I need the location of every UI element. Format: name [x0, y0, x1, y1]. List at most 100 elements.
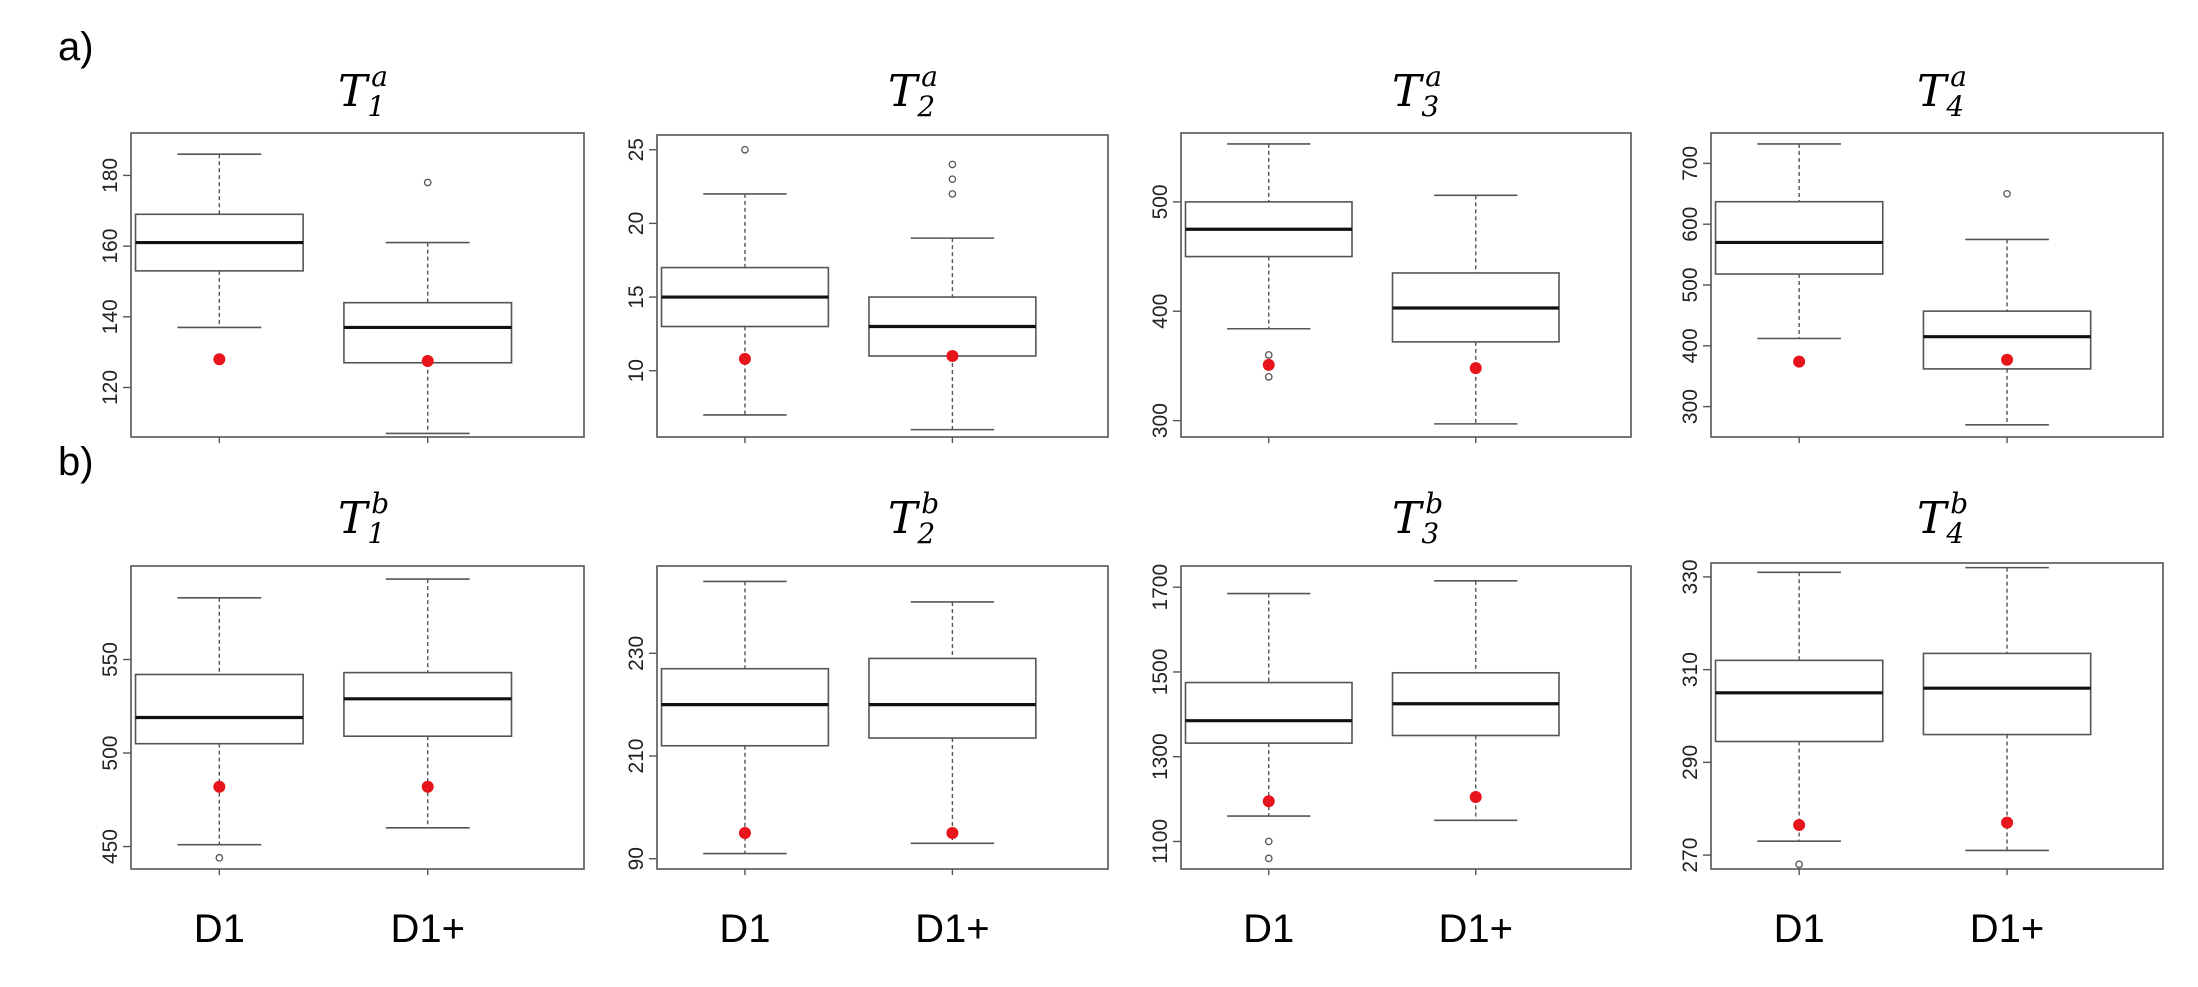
observed-point-D1+ [2001, 353, 2014, 366]
boxplot-a-3: T3a 300 400 500 [1149, 60, 1632, 443]
observed-point-D1+ [1469, 790, 1482, 803]
plot-title-superscript: a [1425, 60, 1442, 93]
box-D1 [1714, 571, 1884, 869]
boxplot-a-4: T4a 300 400 500 600 700 [1679, 60, 2164, 443]
y-tick-label: 300 [1679, 389, 1702, 424]
plot-title-superscript: a [1950, 60, 1967, 93]
observed-point-D1+ [1469, 362, 1482, 375]
plot-title-superscript: a [371, 60, 388, 93]
y-tick-label: 15 [625, 285, 648, 308]
boxplot-a-2: T2a 10 15 20 25 [625, 60, 1109, 443]
plot-title-superscript: a [921, 60, 938, 93]
plot-title: T3b [1392, 487, 1443, 550]
plot-title: T4b [1917, 487, 1968, 550]
plot-frame [1710, 132, 2164, 438]
plot-title: T2a [888, 60, 938, 123]
box-D1+ [868, 160, 1037, 431]
plot-frame [130, 565, 585, 870]
category-labels: D1 D1+ D1 D1+ D1 D1+ D1 D1+ [194, 907, 2045, 951]
box-D1 [1184, 592, 1353, 863]
box-D1+ [1922, 189, 2092, 426]
plot-title-subscript: 3 [1421, 517, 1439, 550]
observed-point-D1 [213, 780, 226, 793]
category-label-D1+: D1+ [1970, 907, 2045, 951]
y-tick-label: 10 [625, 359, 648, 382]
plot-title: T1b [338, 487, 389, 550]
y-tick-label: 270 [1679, 838, 1702, 873]
y-tick-label: 1100 [1149, 819, 1172, 864]
plot-title-subscript: 1 [367, 517, 385, 550]
y-tick-label: 500 [1149, 184, 1172, 219]
plot-frame [130, 132, 585, 438]
plot-frame [656, 565, 1109, 870]
observed-point-D1 [1262, 795, 1275, 808]
iqr-box [1714, 659, 1884, 743]
plot-title-subscript: 4 [1945, 90, 1964, 123]
y-tick-label: 1700 [1149, 564, 1172, 611]
y-tick-label: 300 [1149, 403, 1172, 438]
iqr-box [343, 671, 513, 738]
observed-point-D1+ [421, 355, 434, 367]
y-tick-label: 450 [99, 829, 122, 864]
iqr-box [134, 673, 304, 745]
y-tick-label: 25 [625, 138, 648, 161]
outlier-point [215, 853, 224, 862]
y-tick-label: 210 [625, 738, 648, 773]
plot-title: T1a [338, 60, 388, 123]
plot-title-base: T [338, 493, 371, 544]
plot-frame [1180, 132, 1632, 438]
plot-frame [1710, 562, 2164, 870]
outlier-point [948, 190, 957, 198]
outlier-point [423, 178, 432, 187]
y-tick-label: 180 [99, 158, 122, 193]
plot-title: T3a [1392, 60, 1442, 123]
category-label-D1+: D1+ [1439, 907, 1514, 951]
y-tick-label: 1500 [1149, 649, 1172, 696]
box-D1+ [343, 178, 513, 435]
outlier-point [948, 175, 957, 184]
boxplot-a-1: T1a 120 140 160 180 [99, 60, 585, 443]
box-D1 [660, 145, 830, 416]
category-label-D1+: D1+ [915, 907, 990, 951]
outlier-point [948, 160, 957, 169]
iqr-box [1714, 200, 1884, 275]
y-tick-label: 140 [99, 299, 122, 334]
y-tick-label: 500 [1679, 267, 1702, 302]
outlier-point [1264, 837, 1273, 846]
category-label-D1: D1 [194, 907, 245, 951]
y-tick-label: 20 [625, 212, 648, 235]
box-D1+ [1922, 566, 2092, 852]
plot-title-base: T [1917, 66, 1950, 117]
y-tick-label: 310 [1679, 652, 1702, 687]
y-tick-label: 230 [625, 636, 648, 671]
plot-title-superscript: b [1425, 487, 1443, 520]
boxplot-b-1: T1b 450 500 550 [99, 487, 585, 875]
plot-title: T2b [888, 487, 939, 550]
outlier-point [1264, 854, 1273, 863]
observed-point-D1+ [946, 349, 959, 362]
outlier-point [1264, 351, 1273, 359]
y-tick-label: 600 [1679, 207, 1702, 242]
y-tick-label: 1300 [1149, 733, 1172, 780]
plot-title-superscript: b [371, 487, 389, 520]
iqr-box [1922, 652, 2092, 736]
plot-title-superscript: b [1950, 487, 1968, 520]
plot-title-subscript: 3 [1421, 90, 1439, 123]
box-D1 [134, 596, 304, 862]
boxplot-b-4: T4b 270 290 310 330 [1679, 487, 2164, 875]
y-tick-label: 500 [99, 736, 122, 771]
observed-point-D1 [1793, 355, 1806, 368]
y-tick-label: 160 [99, 229, 122, 264]
plot-title-superscript: b [921, 487, 939, 520]
panel-a-label: a) [58, 25, 94, 69]
y-tick-label: 120 [99, 370, 122, 405]
box-D1 [134, 153, 304, 329]
category-label-D1: D1 [719, 907, 770, 951]
y-tick-label: 700 [1679, 146, 1702, 181]
observed-point-D1+ [946, 827, 959, 840]
y-tick-label: 290 [1679, 745, 1702, 780]
plot-title-subscript: 4 [1945, 517, 1964, 550]
y-tick-label: 550 [99, 642, 122, 677]
boxplot-b-2: T2b 90 210 230 [625, 487, 1109, 875]
